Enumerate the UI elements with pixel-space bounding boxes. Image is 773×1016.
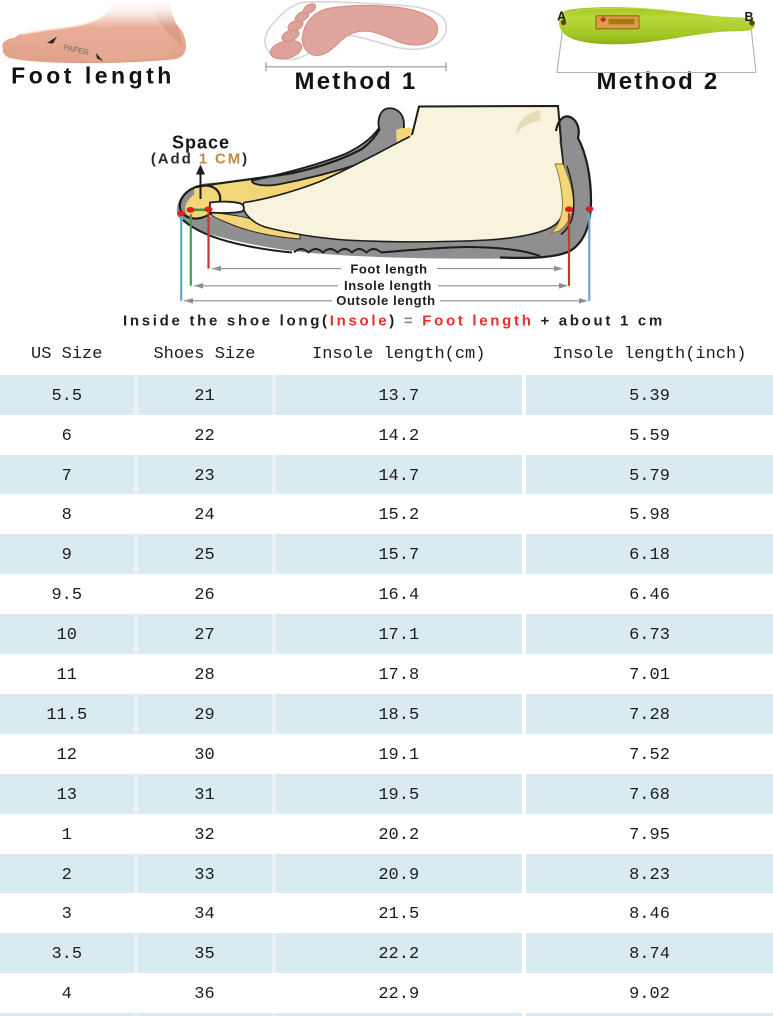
svg-text:Insole length: Insole length (344, 278, 432, 293)
svg-text:Outsole length: Outsole length (336, 293, 435, 308)
svg-text:B: B (744, 10, 753, 24)
svg-text:Space: Space (172, 133, 230, 153)
svg-text:Foot length: Foot length (350, 261, 427, 276)
svg-text:(Add 1 CM): (Add 1 CM) (151, 151, 249, 168)
svg-text:A: A (557, 10, 566, 24)
